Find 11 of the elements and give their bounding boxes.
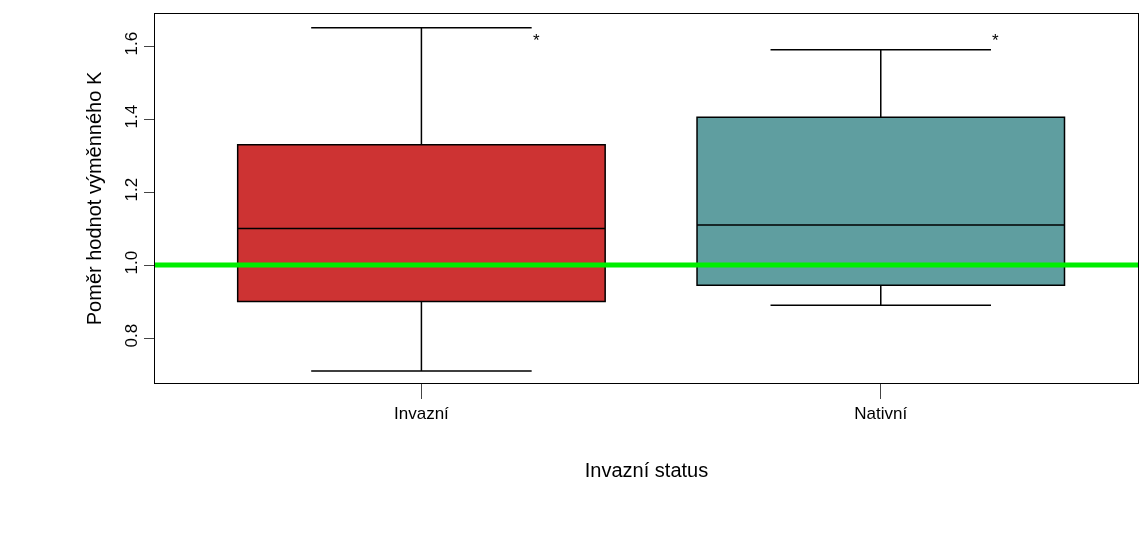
y-tick-label: 1.4 (122, 104, 142, 129)
annotation: * (533, 31, 540, 50)
x-axis-title: Invazní status (584, 458, 709, 481)
y-tick-label: 1.0 (122, 250, 142, 275)
x-tick-label: Nativní (854, 404, 908, 424)
y-tick-label: 1.6 (122, 31, 142, 56)
y-tick-label: 1.2 (122, 177, 142, 202)
y-tick-label: 0.8 (122, 323, 142, 348)
y-axis-title: Poměr hodnot výměnného K (82, 71, 105, 326)
annotation: * (992, 31, 999, 50)
x-tick-label: Invazní (394, 404, 450, 424)
